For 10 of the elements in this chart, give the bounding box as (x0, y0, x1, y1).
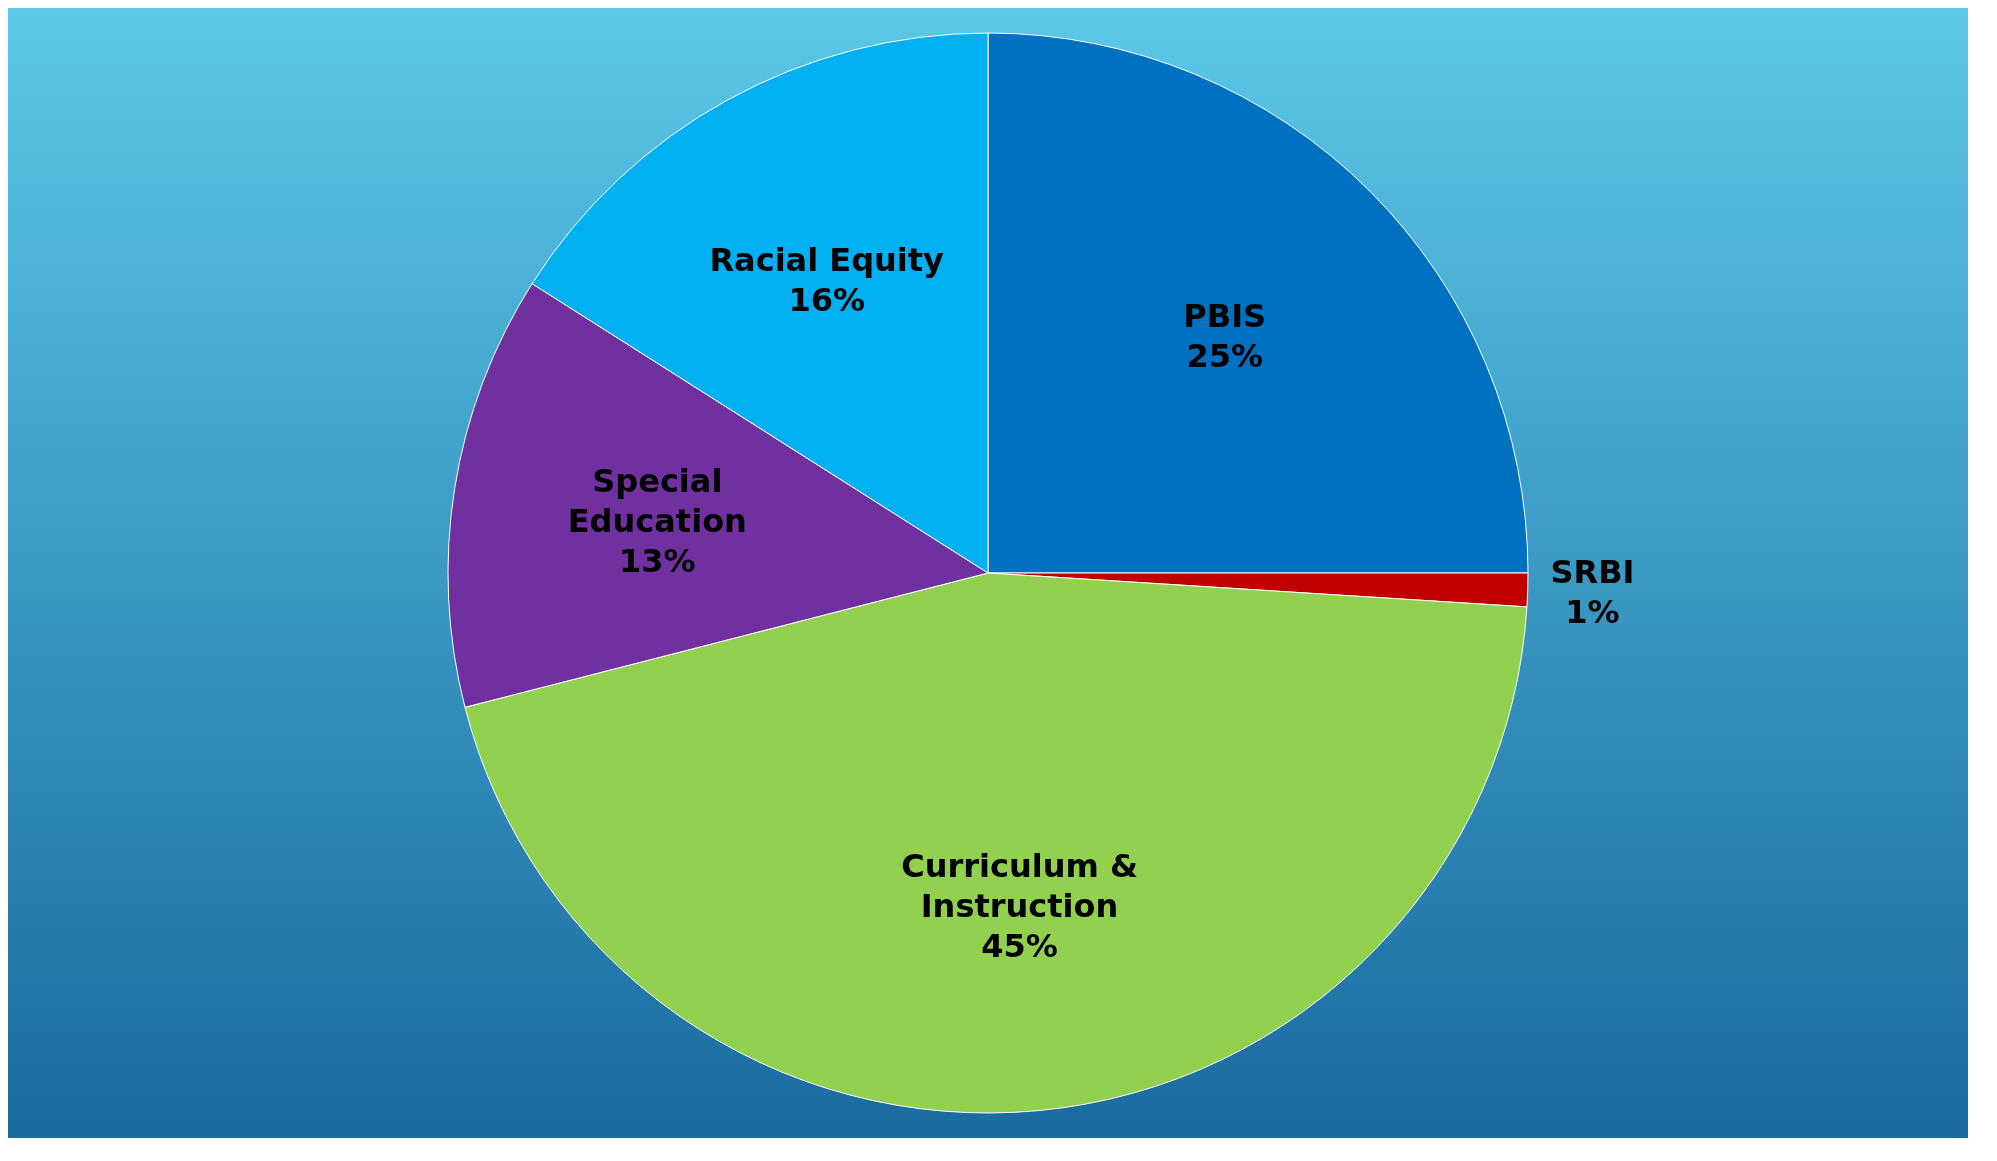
data-label: 13% (619, 541, 696, 580)
slice-label: Curriculum & Instruction (901, 847, 1138, 926)
slice-label: SRBI (1550, 553, 1635, 591)
data-label: 1% (1565, 593, 1620, 631)
data-label: 16% (788, 280, 866, 319)
slice-label: PBIS (1183, 297, 1267, 336)
data-label: 45% (981, 927, 1058, 966)
slice-label: Racial Equity (709, 240, 945, 279)
data-label: 25% (1186, 337, 1264, 376)
slice-label: Special Education (567, 461, 747, 540)
